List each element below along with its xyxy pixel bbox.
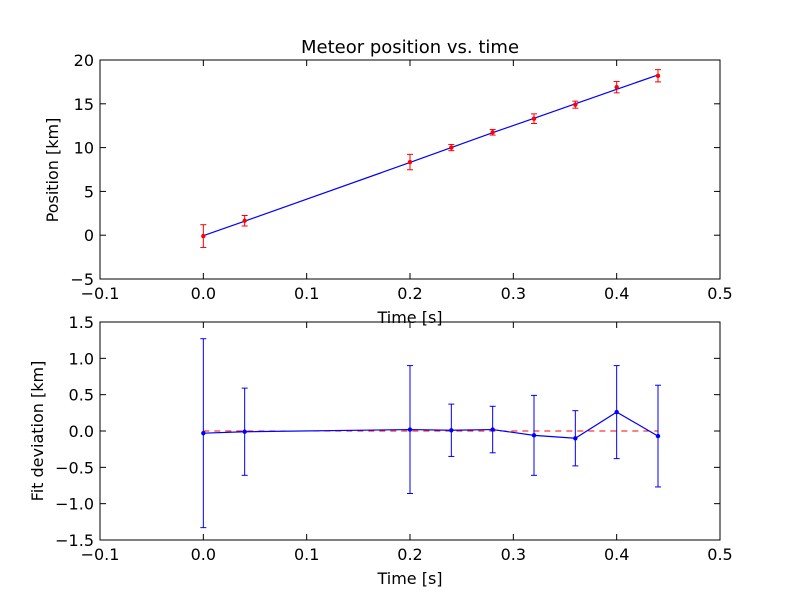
- deviation-data-point: [573, 436, 578, 441]
- position-data-point: [531, 116, 537, 121]
- top-chart-y-tick-label: 5: [84, 182, 94, 201]
- bottom-chart-y-tick-label: 1.5: [69, 313, 94, 332]
- position-data-point: [201, 233, 206, 239]
- deviation-data-point: [407, 427, 413, 432]
- top-chart-y-tick-label: 20: [74, 51, 94, 70]
- top-chart-x-tick-label: 0.5: [707, 284, 732, 303]
- deviation-data-point: [201, 430, 206, 436]
- bottom-chart-x-tick-label: 0.2: [397, 545, 422, 564]
- top-chart-y-axis-label: Position [km]: [43, 118, 62, 223]
- deviation-data-point: [490, 427, 495, 432]
- deviation-data-point: [449, 428, 454, 433]
- top-chart-y-tick-label: 15: [74, 95, 94, 114]
- bottom-chart-x-tick-label: −0.1: [81, 545, 120, 564]
- top-chart-y-ticks: −5 0 5 10 15 20: [70, 51, 720, 289]
- position-data-point: [573, 102, 578, 107]
- bottom-chart-x-axis-label: Time [s]: [376, 569, 442, 588]
- deviation-data-point: [242, 429, 247, 434]
- top-chart-x-tick-label: 0.2: [397, 284, 422, 303]
- bottom-chart-x-tick-label: 0.1: [294, 545, 319, 564]
- deviation-data-point: [655, 433, 661, 439]
- top-chart-x-tick-label: 0.3: [501, 284, 526, 303]
- top-chart-y-tick-label: −5: [70, 270, 94, 289]
- position-data-point: [449, 145, 454, 150]
- top-chart-x-tick-label: −0.1: [81, 284, 120, 303]
- top-chart-y-tick-label: 0: [84, 226, 94, 245]
- bottom-chart-y-tick-label: 0.5: [69, 386, 94, 405]
- bottom-chart-y-tick-label: 0.0: [69, 422, 94, 441]
- bottom-chart: −0.1 0.0 0.1 0.2 0.3 0.4 0.5 −1.5 −1.0 −0.5 0.0 0.…: [28, 313, 733, 588]
- top-chart-series: [200, 69, 661, 248]
- top-chart-x-tick-label: 0.4: [604, 284, 629, 303]
- bottom-chart-y-axis-label: Fit deviation [km]: [28, 361, 47, 502]
- bottom-chart-y-tick-label: 1.0: [69, 349, 94, 368]
- top-chart-x-ticks: −0.1 0.0 0.1 0.2 0.3 0.4 0.5: [81, 60, 733, 303]
- bottom-chart-y-tick-label: −0.5: [55, 458, 94, 477]
- bottom-chart-x-tick-label: 0.4: [604, 545, 629, 564]
- top-chart-x-tick-label: 0.0: [191, 284, 216, 303]
- bottom-chart-series: [200, 338, 661, 529]
- position-data-point: [614, 84, 619, 90]
- top-chart-x-tick-label: 0.1: [294, 284, 319, 303]
- bottom-chart-x-tick-label: 0.3: [501, 545, 526, 564]
- bottom-chart-x-ticks: −0.1 0.0 0.1 0.2 0.3 0.4 0.5: [81, 322, 733, 564]
- bottom-chart-x-tick-label: 0.0: [191, 545, 216, 564]
- position-data-point: [490, 130, 495, 135]
- bottom-chart-x-tick-label: 0.5: [707, 545, 732, 564]
- deviation-data-point: [614, 409, 619, 415]
- bottom-chart-y-tick-label: −1.5: [55, 531, 94, 550]
- bottom-chart-y-tick-label: −1.0: [55, 495, 94, 514]
- top-chart: Meteor position vs. time −0.1 0.0 0.1 0.2 0.…: [43, 37, 733, 327]
- position-data-point: [655, 73, 661, 78]
- position-data-point: [407, 159, 413, 165]
- top-chart-y-tick-label: 10: [74, 139, 94, 158]
- deviation-data-point: [531, 433, 537, 438]
- position-data-point: [242, 218, 247, 223]
- bottom-chart-y-ticks: −1.5 −1.0 −0.5 0.0 0.5 1.0 1.5: [55, 313, 720, 550]
- top-chart-title: Meteor position vs. time: [301, 37, 519, 58]
